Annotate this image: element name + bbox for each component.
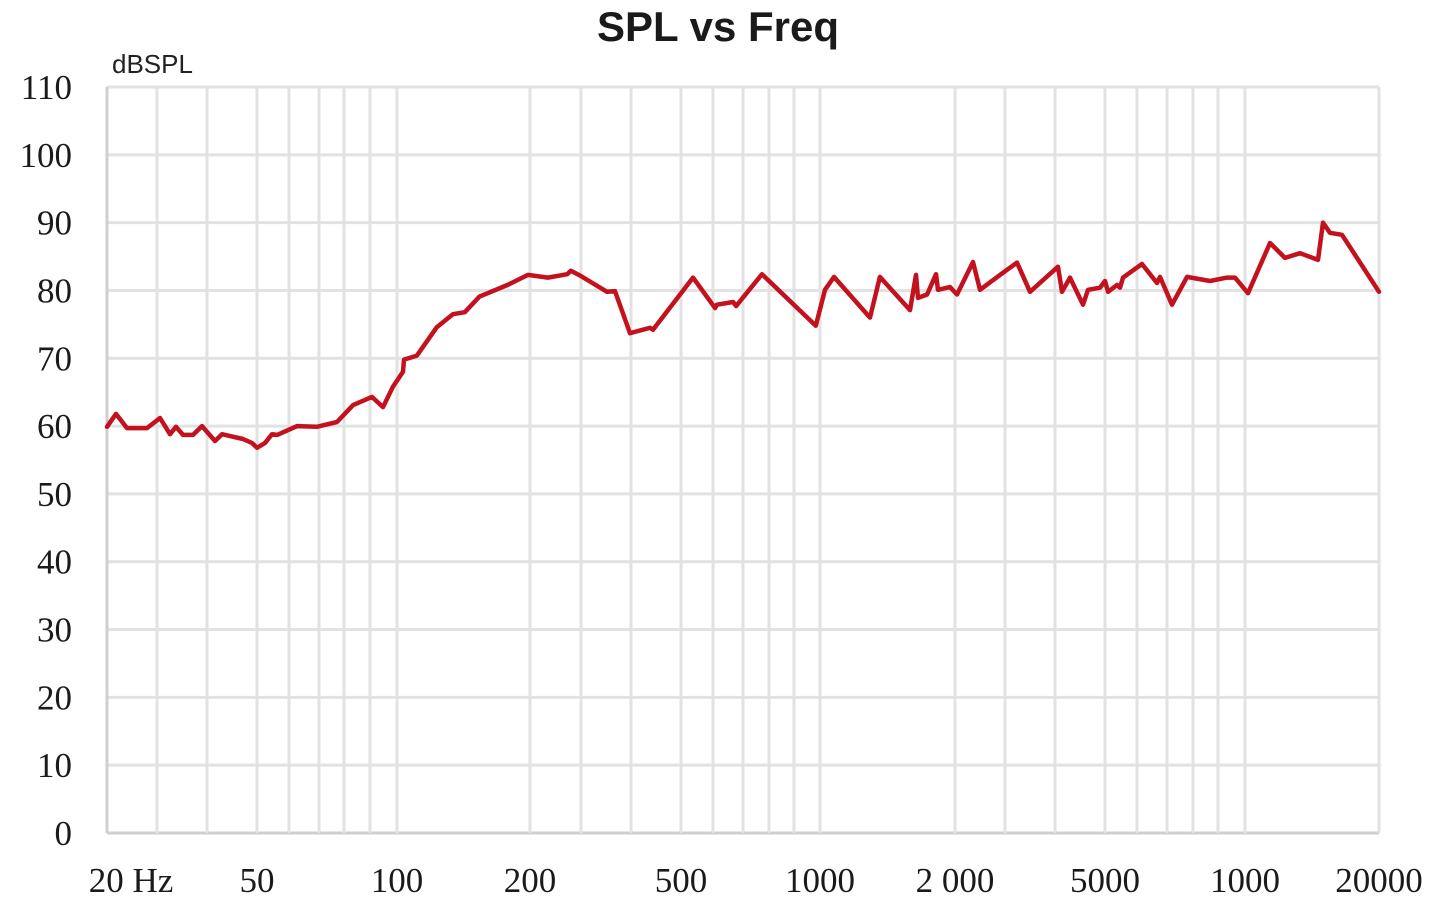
x-tick-label: 20000 xyxy=(1335,861,1423,900)
x-tick-label: 5000 xyxy=(1070,861,1140,900)
y-axis-label: dBSPL xyxy=(112,49,193,79)
x-tick-label: 2 000 xyxy=(916,861,995,900)
y-tick-label: 60 xyxy=(37,407,72,446)
x-tick-label: 20 Hz xyxy=(89,861,174,900)
y-tick-label: 30 xyxy=(37,611,72,650)
y-tick-label: 20 xyxy=(37,678,72,717)
chart-title: SPL vs Freq xyxy=(597,3,839,50)
spl-curve xyxy=(104,220,1382,451)
y-tick-label: 90 xyxy=(37,204,72,243)
y-tick-label: 100 xyxy=(20,136,73,175)
grid xyxy=(105,85,1381,835)
x-tick-label: 100 xyxy=(371,861,424,900)
x-tick-label: 200 xyxy=(504,861,557,900)
y-tick-label: 40 xyxy=(37,543,72,582)
y-tick-labels: 0 10 20 30 40 50 60 70 80 90 100 110 xyxy=(20,68,73,853)
y-tick-label: 0 xyxy=(55,814,73,853)
y-tick-label: 50 xyxy=(37,475,72,514)
y-tick-label: 10 xyxy=(37,746,72,785)
y-tick-label: 70 xyxy=(37,339,72,378)
x-tick-label: 50 xyxy=(240,861,275,900)
x-tick-label: 500 xyxy=(655,861,708,900)
x-tick-labels: 20 Hz 50 100 200 500 1000 2 000 5000 1000 20000 xyxy=(89,861,1423,900)
x-tick-label: 1000 xyxy=(785,861,855,900)
y-tick-label: 110 xyxy=(21,68,72,107)
x-tick-label: 1000 xyxy=(1210,861,1280,900)
y-tick-label: 80 xyxy=(37,271,72,310)
series-group xyxy=(104,220,1382,451)
